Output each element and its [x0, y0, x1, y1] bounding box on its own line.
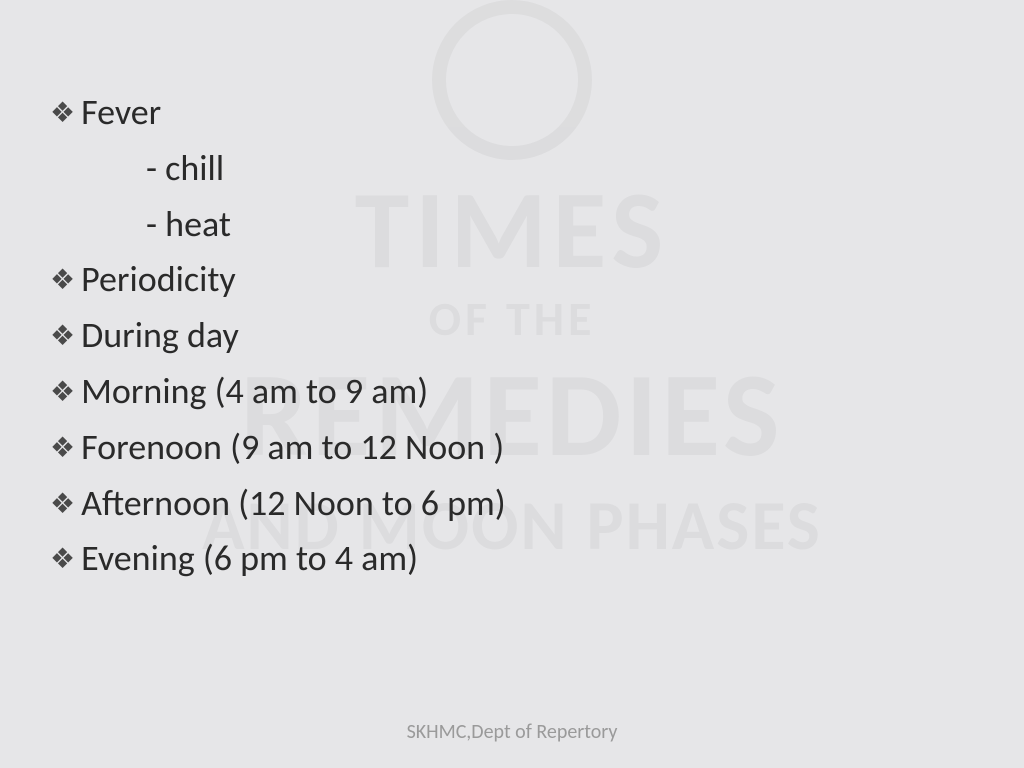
sub-item: - chill — [50, 141, 974, 197]
diamond-bullet-icon: ❖ — [50, 482, 75, 525]
diamond-bullet-icon: ❖ — [50, 426, 75, 469]
list-item: ❖ During day — [50, 308, 974, 364]
list-item: ❖ Evening (6 pm to 4 am) — [50, 531, 974, 587]
list-item: ❖ Periodicity — [50, 252, 974, 308]
list-item: ❖ Forenoon (9 am to 12 Noon ) — [50, 420, 974, 476]
diamond-bullet-icon: ❖ — [50, 370, 75, 413]
slide-body: ❖ Fever - chill - heat ❖ Periodicity ❖ D… — [0, 0, 1024, 768]
diamond-bullet-icon: ❖ — [50, 537, 75, 580]
diamond-bullet-icon: ❖ — [50, 258, 75, 301]
list-item: ❖ Fever — [50, 85, 974, 141]
item-text: During day — [81, 308, 239, 364]
item-text: Afternoon (12 Noon to 6 pm) — [81, 476, 506, 532]
item-text: Periodicity — [81, 252, 236, 308]
slide-footer: SKHMC,Dept of Repertory — [0, 720, 1024, 744]
diamond-bullet-icon: ❖ — [50, 91, 75, 134]
item-text: Forenoon (9 am to 12 Noon ) — [81, 420, 504, 476]
list-item: ❖ Morning (4 am to 9 am) — [50, 364, 974, 420]
diamond-bullet-icon: ❖ — [50, 314, 75, 357]
item-text: Morning (4 am to 9 am) — [81, 364, 428, 420]
item-text: Evening (6 pm to 4 am) — [81, 531, 418, 587]
sub-item: - heat — [50, 197, 974, 253]
list-item: ❖ Afternoon (12 Noon to 6 pm) — [50, 476, 974, 532]
item-text: Fever — [81, 85, 161, 141]
